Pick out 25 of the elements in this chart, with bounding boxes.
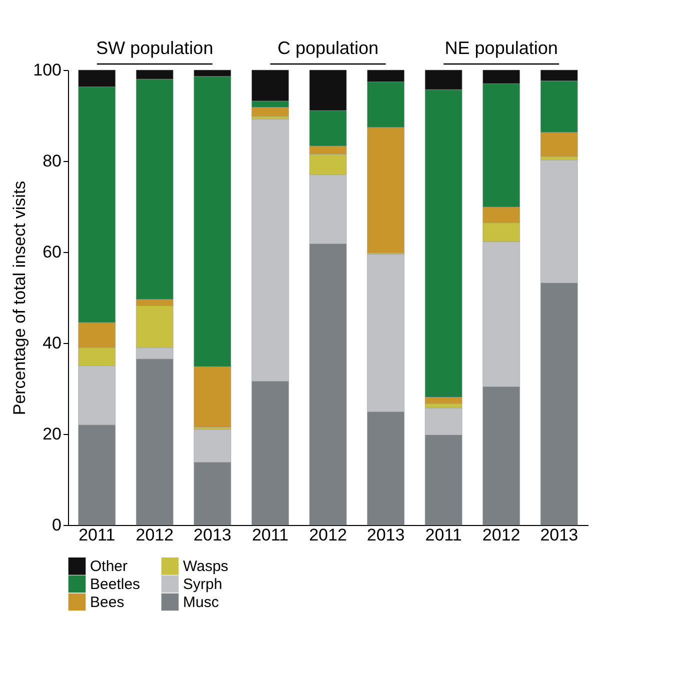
- y-tick-label: 0: [52, 516, 62, 534]
- x-tick-label: 2011: [425, 526, 462, 544]
- x-tick-label: 2012: [309, 526, 347, 544]
- x-tick-label: 2012: [136, 526, 174, 544]
- legend-label: Bees: [90, 594, 124, 611]
- legend-label: Syrph: [183, 576, 222, 593]
- text: NE population: [444, 38, 558, 58]
- y-axis-title: Percentage of total insect visits: [10, 180, 30, 416]
- legend-label: Other: [90, 558, 128, 576]
- x-tick-label: 2013: [366, 526, 405, 544]
- x-tick-label: 2013: [540, 526, 578, 544]
- text: C population: [277, 38, 379, 58]
- legend-label: Beetles: [90, 576, 140, 593]
- y-tick-label: 20: [42, 424, 62, 444]
- x-tick-label: 2013: [194, 526, 232, 544]
- x-tick-label: 2012: [482, 526, 520, 544]
- y-tick-label: 60: [42, 242, 62, 262]
- y-tick-label: 100: [33, 60, 62, 80]
- legend-label: Wasps: [183, 558, 228, 576]
- legend-label: Musc: [183, 594, 220, 611]
- y-tick-label: 40: [42, 334, 62, 352]
- y-tick-label: 80: [42, 152, 62, 170]
- x-tick-label: 2011: [252, 526, 289, 544]
- text: SW population: [96, 38, 214, 58]
- x-tick-label: 2011: [78, 526, 116, 544]
